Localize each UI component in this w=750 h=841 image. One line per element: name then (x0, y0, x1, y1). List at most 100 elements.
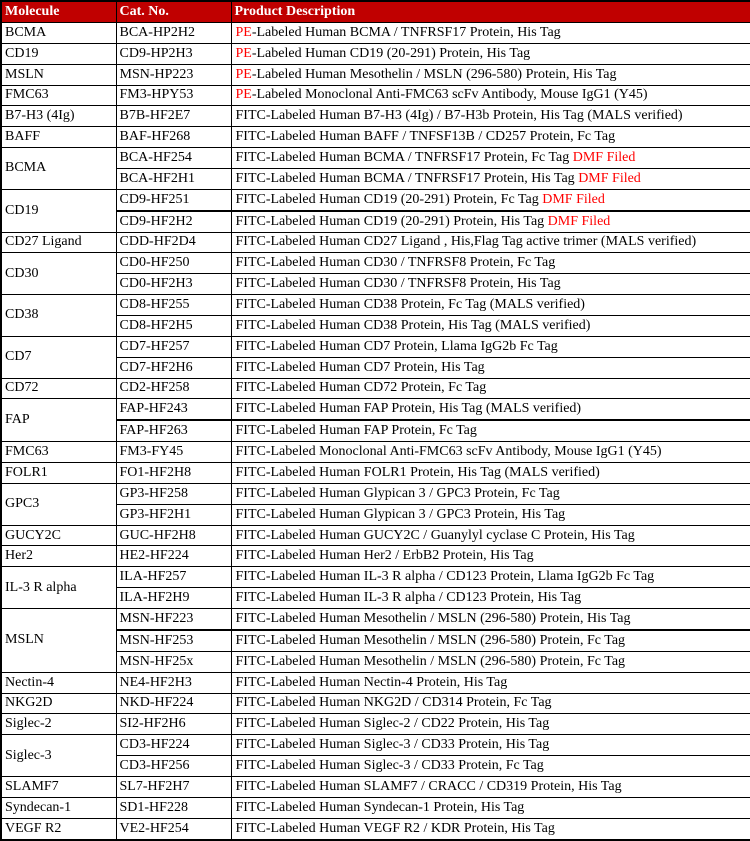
molecule-cell: GUCY2C (0, 524, 117, 547)
description-cell: PE-Labeled Monoclonal Anti-FMC63 scFv An… (230, 84, 750, 107)
table-row: CD72 CD2-HF258 FITC-Labeled Human CD72 Pro… (0, 377, 750, 400)
molecule-cell: CD72 (0, 377, 117, 400)
header-molecule: Molecule (0, 0, 117, 23)
description-cell: FITC-Labeled Human B7-H3 (4Ig) / B7-H3b … (230, 105, 750, 128)
cat-no-cell: SL7-HF2H7 (115, 775, 232, 798)
molecule-cell: Siglec-2 (0, 713, 117, 736)
cat-no-cell: GP3-HF2H1 (115, 503, 232, 526)
pe-label-highlight: PE (235, 45, 252, 61)
table-row: MSLN MSN-HP223 PE-Labeled Human Mesothelin… (0, 63, 750, 86)
table-row: Syndecan-1 SD1-HF228 FITC-Labeled Human Sy… (0, 796, 750, 819)
table-row: CD27 Ligand CDD-HF2D4 FITC-Labeled Human C… (0, 231, 750, 254)
description-cell: FITC-Labeled Human CD27 Ligand , His,Fla… (230, 231, 750, 254)
molecule-cell: Her2 (0, 545, 117, 568)
cat-no-cell: FM3-FY45 (115, 441, 232, 464)
table-row: CD9-HF2H2 FITC-Labeled Human CD19 (20-291… (1, 210, 750, 233)
cat-no-cell: B7B-HF2E7 (115, 105, 232, 128)
molecule-cell: CD19 (0, 188, 117, 233)
cat-no-cell: FO1-HF2H8 (115, 462, 232, 484)
description-cell: FITC-Labeled Human CD72 Protein, Fc Tag (230, 377, 750, 400)
molecule-cell: BCMA (0, 22, 117, 44)
molecule-cell: CD27 Ligand (0, 231, 117, 254)
cat-no-cell: NE4-HF2H3 (115, 671, 232, 694)
molecule-cell: NKG2D (0, 692, 117, 715)
table-row: SLAMF7 SL7-HF2H7 FITC-Labeled Human SLAMF7… (0, 775, 750, 798)
cat-no-cell: SI2-HF2H6 (115, 713, 232, 736)
description-cell: FITC-Labeled Human VEGF R2 / KDR Protein… (230, 817, 750, 841)
molecule-cell: Siglec-3 (0, 734, 117, 777)
table-row: MSN-HF25x FITC-Labeled Human Mesothelin /… (1, 650, 750, 673)
molecule-cell: B7-H3 (4Ig) (0, 105, 117, 128)
cat-no-cell: SD1-HF228 (115, 796, 232, 819)
pe-label-highlight: PE (235, 66, 252, 82)
description-cell: FITC-Labeled Human CD7 Protein, His Tag (230, 356, 750, 379)
molecule-cell: FMC63 (0, 84, 117, 107)
cat-no-cell: CD7-HF257 (115, 335, 232, 358)
molecule-cell: FAP (0, 398, 117, 443)
table-row: B7-H3 (4Ig) B7B-HF2E7 FITC-Labeled Human B… (0, 105, 750, 128)
molecule-cell: CD19 (0, 42, 117, 65)
description-cell: FITC-Labeled Human BCMA / TNFRSF17 Prote… (230, 168, 750, 190)
description-cell: FITC-Labeled Human CD19 (20-291) Protein… (230, 188, 750, 212)
table-row: FAP FAP-HF243 FITC-Labeled Human FAP Prote… (0, 398, 750, 443)
description-cell: FITC-Labeled Monoclonal Anti-FMC63 scFv … (230, 441, 750, 464)
table-row: GP3-HF2H1 FITC-Labeled Human Glypican 3 /… (1, 503, 750, 526)
molecule-cell: CD7 (0, 335, 117, 379)
molecule-cell: VEGF R2 (0, 817, 117, 841)
cat-no-cell: CD7-HF2H6 (115, 356, 232, 379)
cat-no-cell: ILA-HF2H9 (115, 587, 232, 610)
description-cell: FITC-Labeled Human Mesothelin / MSLN (29… (230, 629, 750, 652)
cat-no-cell: MSN-HF223 (115, 608, 232, 631)
cat-no-cell: VE2-HF254 (115, 817, 232, 841)
dmf-filed-badge: DMF Filed (578, 170, 641, 186)
description-cell: FITC-Labeled Human CD7 Protein, Llama Ig… (230, 335, 750, 358)
table-row: VEGF R2 VE2-HF254 FITC-Labeled Human VEGF … (0, 817, 750, 841)
header-product-description: Product Description (230, 0, 750, 23)
table-row: GUCY2C GUC-HF2H8 FITC-Labeled Human GUCY2C… (0, 524, 750, 547)
table-row: CD0-HF2H3 FITC-Labeled Human CD30 / TNFRS… (1, 273, 750, 296)
cat-no-cell: CD9-HF2H2 (115, 210, 232, 233)
description-cell: FITC-Labeled Human Mesothelin / MSLN (29… (230, 608, 750, 631)
cat-no-cell: CD3-HF224 (115, 734, 232, 757)
description-cell: FITC-Labeled Human CD19 (20-291) Protein… (230, 210, 750, 233)
dmf-filed-badge: DMF Filed (542, 191, 605, 207)
table-row: MSLN MSN-HF223 FITC-Labeled Human Mesothel… (0, 608, 750, 673)
molecule-cell: FOLR1 (0, 462, 117, 484)
cat-no-cell: GP3-HF258 (115, 482, 232, 505)
cat-no-cell: CD9-HF251 (115, 188, 232, 212)
dmf-filed-badge: DMF Filed (547, 213, 611, 229)
table-row: Her2 HE2-HF224 FITC-Labeled Human Her2 / E… (0, 545, 750, 568)
table-row: ILA-HF2H9 FITC-Labeled Human IL-3 R alpha… (1, 587, 750, 610)
cat-no-cell: BCA-HP2H2 (115, 22, 232, 44)
pe-label-highlight: PE (235, 24, 252, 40)
table-row: FAP-HF263 FITC-Labeled Human FAP Protein,… (1, 419, 750, 443)
molecule-cell: FMC63 (0, 441, 117, 464)
description-cell: FITC-Labeled Human CD38 Protein, His Tag… (230, 315, 750, 337)
molecule-cell: Syndecan-1 (0, 796, 117, 819)
molecule-cell: IL-3 R alpha (0, 566, 117, 610)
description-cell: PE-Labeled Human Mesothelin / MSLN (296-… (230, 63, 750, 86)
header-cat-no: Cat. No. (115, 0, 232, 23)
description-cell: PE-Labeled Human CD19 (20-291) Protein, … (230, 42, 750, 65)
cat-no-cell: NKD-HF224 (115, 692, 232, 715)
description-cell: FITC-Labeled Human Mesothelin / MSLN (29… (230, 650, 750, 673)
table-row: Nectin-4 NE4-HF2H3 FITC-Labeled Human Nect… (0, 671, 750, 694)
table-row: MSN-HF253 FITC-Labeled Human Mesothelin /… (1, 629, 750, 652)
description-cell: PE-Labeled Human BCMA / TNFRSF17 Protein… (230, 22, 750, 44)
description-cell: FITC-Labeled Human Siglec-3 / CD33 Prote… (230, 734, 750, 757)
table-row: CD3-HF256 FITC-Labeled Human Siglec-3 / C… (1, 755, 750, 777)
molecule-cell: GPC3 (0, 482, 117, 526)
description-cell: FITC-Labeled Human FAP Protein, Fc Tag (230, 419, 750, 443)
table-row: CD30 CD0-HF250 FITC-Labeled Human CD30 / T… (0, 252, 750, 296)
cat-no-cell: BAF-HF268 (115, 126, 232, 149)
description-cell: FITC-Labeled Human SLAMF7 / CRACC / CD31… (230, 775, 750, 798)
cat-no-cell: CDD-HF2D4 (115, 231, 232, 254)
table-row: CD19 CD9-HP2H3 PE-Labeled Human CD19 (20-2… (0, 42, 750, 65)
cat-no-cell: FM3-HPY53 (115, 84, 232, 107)
table-row: CD7-HF2H6 FITC-Labeled Human CD7 Protein,… (1, 356, 750, 379)
cat-no-cell: CD8-HF2H5 (115, 315, 232, 337)
molecule-cell: CD30 (0, 252, 117, 296)
table-row: FMC63 FM3-HPY53 PE-Labeled Monoclonal Anti… (0, 84, 750, 107)
